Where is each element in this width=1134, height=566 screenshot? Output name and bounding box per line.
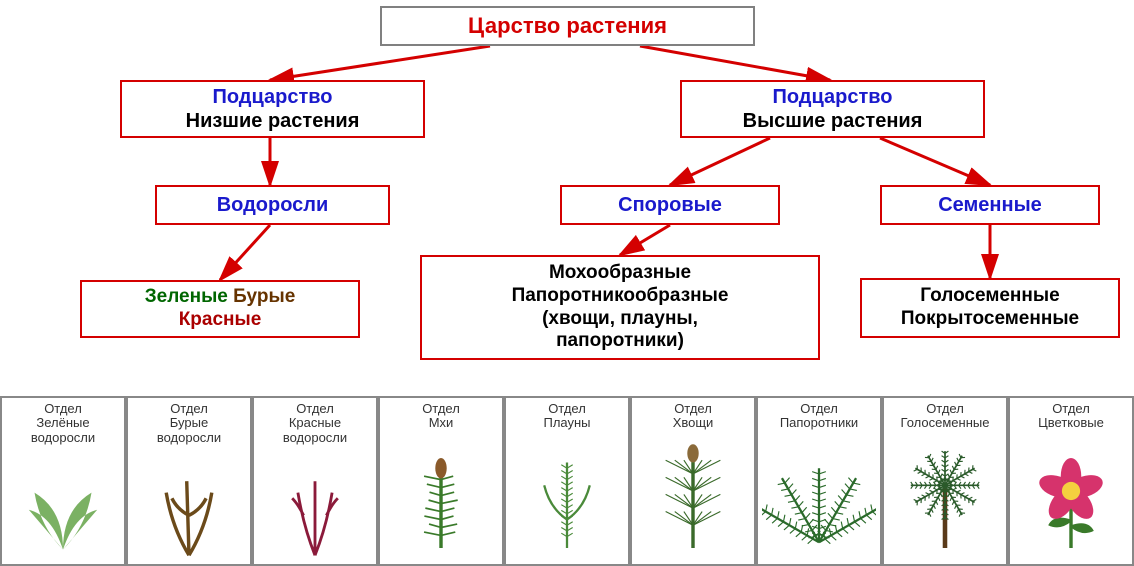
node-spore_types: МохообразныеПапоротникообразные(хвощи, п… bbox=[420, 255, 820, 360]
dept-label: ОтделГолосеменные bbox=[901, 402, 990, 431]
node-sub_high: ПодцарствоВысшие растения bbox=[680, 80, 985, 138]
dept-fern: ОтделПапоротники bbox=[756, 396, 882, 566]
node-seed: Семенные bbox=[880, 185, 1100, 225]
departments-row: ОтделЗелёныеводоросли ОтделБурыеводоросли… bbox=[0, 396, 1134, 566]
node-sub_low: ПодцарствоНизшие растения bbox=[120, 80, 425, 138]
plant-icon bbox=[1014, 433, 1128, 560]
dept-label: ОтделБурыеводоросли bbox=[157, 402, 221, 445]
dept-conifer: ОтделГолосеменные bbox=[882, 396, 1008, 566]
node-algae_types: Зеленые БурыеКрасные bbox=[80, 280, 360, 338]
dept-label: ОтделЗелёныеводоросли bbox=[31, 402, 95, 445]
dept-label: ОтделПапоротники bbox=[780, 402, 858, 431]
dept-brown_algae: ОтделБурыеводоросли bbox=[126, 396, 252, 566]
plant-icon bbox=[888, 433, 1002, 560]
node-seed_types: ГолосеменныеПокрытосеменные bbox=[860, 278, 1120, 338]
plant-icon bbox=[132, 447, 246, 561]
plant-icon bbox=[510, 433, 624, 560]
node-root: Царство растения bbox=[380, 6, 755, 46]
dept-label: ОтделКрасныеводоросли bbox=[283, 402, 347, 445]
dept-label: ОтделПлауны bbox=[543, 402, 590, 431]
plant-icon bbox=[384, 433, 498, 560]
dept-clubmoss: ОтделПлауны bbox=[504, 396, 630, 566]
plant-icon bbox=[258, 447, 372, 561]
dept-label: ОтделМхи bbox=[422, 402, 460, 431]
dept-label: ОтделЦветковые bbox=[1038, 402, 1104, 431]
plant-icon bbox=[762, 433, 876, 560]
dept-horsetail: ОтделХвощи bbox=[630, 396, 756, 566]
node-spore: Споровые bbox=[560, 185, 780, 225]
dept-red_algae: ОтделКрасныеводоросли bbox=[252, 396, 378, 566]
plant-icon bbox=[636, 433, 750, 560]
dept-green_algae: ОтделЗелёныеводоросли bbox=[0, 396, 126, 566]
dept-moss: ОтделМхи bbox=[378, 396, 504, 566]
node-algae: Водоросли bbox=[155, 185, 390, 225]
plant-icon bbox=[6, 447, 120, 561]
dept-flower: ОтделЦветковые bbox=[1008, 396, 1134, 566]
dept-label: ОтделХвощи bbox=[673, 402, 714, 431]
